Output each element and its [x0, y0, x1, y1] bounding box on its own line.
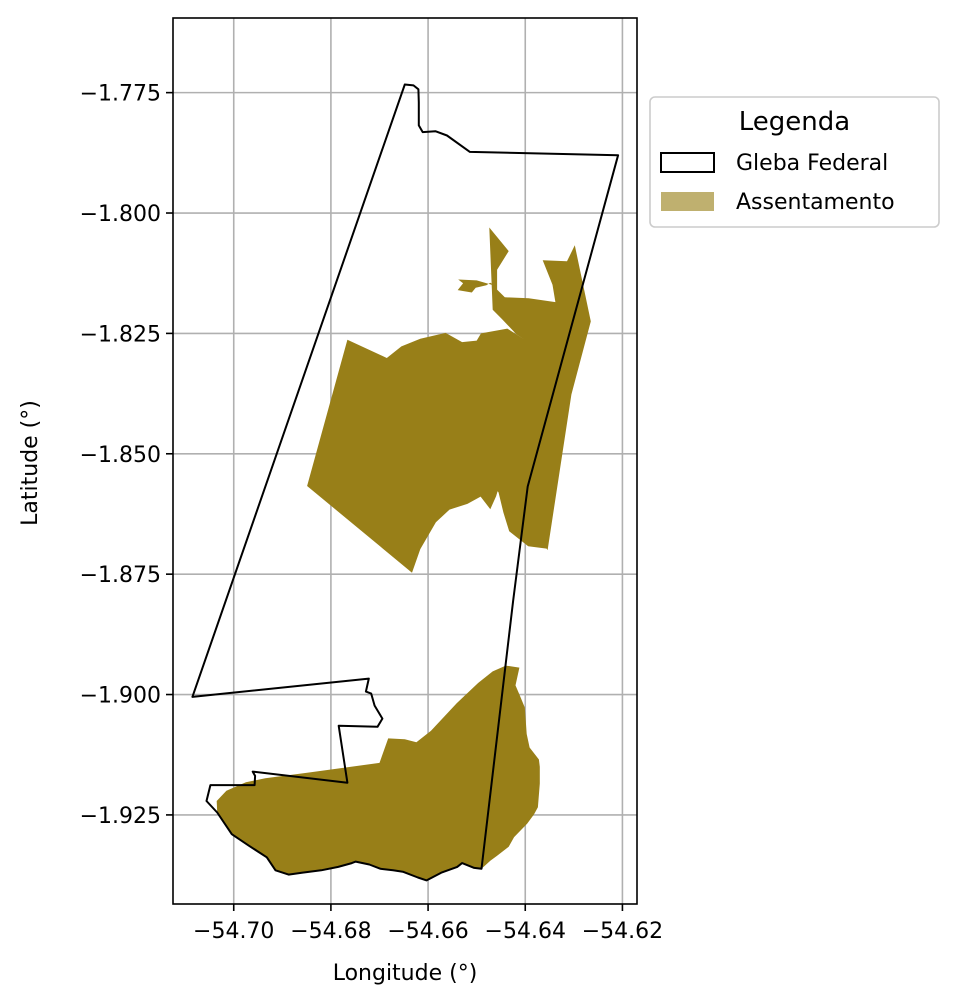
x-tick-label: −54.64: [485, 919, 566, 944]
legend: Legenda Gleba Federal Assentamento: [649, 96, 940, 228]
assentamento-polygon-2: [457, 279, 496, 293]
x-tick-label: −54.66: [387, 919, 468, 944]
y-tick-label: −1.775: [80, 82, 161, 107]
y-axis-label: Latitude (°): [18, 400, 43, 526]
y-tick-label: −1.900: [80, 684, 161, 709]
x-axis-label: Longitude (°): [333, 961, 478, 986]
gleba-federal-layer: [191, 83, 620, 882]
legend-title: Legenda: [739, 107, 850, 137]
assentamento-layer: [216, 227, 591, 881]
x-tick-label: −54.70: [193, 919, 274, 944]
y-tick-label: −1.925: [80, 804, 161, 829]
legend-swatch-gleba-federal: [660, 152, 715, 173]
assentamento-polygon-1: [307, 227, 591, 573]
y-tick-label: −1.850: [80, 443, 161, 468]
axis-ticks: −54.70 −54.68 −54.66 −54.64 −54.62 −1.775 −1.8…: [80, 82, 664, 944]
x-tick-label: −54.68: [290, 919, 371, 944]
x-tick-label: −54.62: [582, 919, 663, 944]
gleba-federal-outline: [191, 83, 620, 882]
plot-frame: [172, 17, 638, 905]
y-tick-label: −1.800: [80, 202, 161, 227]
assentamento-polygon-3: [216, 665, 540, 881]
y-tick-label: −1.875: [80, 563, 161, 588]
legend-label: Gleba Federal: [736, 151, 888, 176]
y-tick-label: −1.825: [80, 322, 161, 347]
legend-swatch-assentamento: [661, 192, 714, 211]
legend-label: Assentamento: [736, 190, 895, 215]
legend-box: [649, 96, 940, 228]
